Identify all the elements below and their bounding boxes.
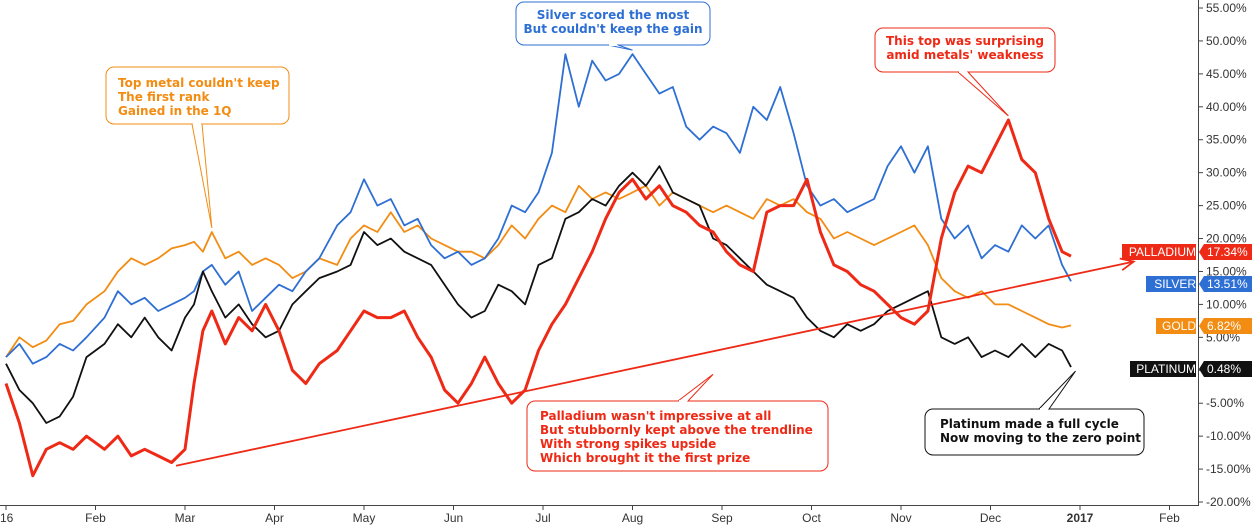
x-tick-label: Oct <box>802 511 821 525</box>
series-line-gold <box>5 184 1072 358</box>
y-tick-label: 30.00% <box>1206 166 1247 180</box>
callout-text-line: Palladium wasn't impressive at all <box>540 409 771 423</box>
x-tick-label: Sep <box>711 511 733 525</box>
series-value-tag-palladium <box>1199 244 1252 260</box>
callout-pointer <box>677 373 714 402</box>
y-tick-label: 40.00% <box>1206 100 1247 114</box>
callout-text-line: The first rank <box>118 90 210 104</box>
series-name-label: PALLADIUM <box>1129 245 1196 259</box>
y-tick-label: 25.00% <box>1206 199 1247 213</box>
callout-text-line: But stubbornly kept above the trendline <box>540 423 813 437</box>
series-value-tag-silver <box>1199 276 1252 292</box>
callout-text-line: Gained in the 1Q <box>118 104 232 118</box>
x-tick-label: 2017 <box>1067 511 1094 525</box>
series-name-label: SILVER <box>1154 277 1196 291</box>
x-tick-label: 16 <box>0 511 14 525</box>
y-tick-label: -20.00% <box>1206 495 1251 509</box>
series-line-palladium <box>4 118 1072 478</box>
series-name-label: GOLD <box>1162 319 1196 333</box>
y-tick-label: -15.00% <box>1206 462 1251 476</box>
y-tick-label: 55.00% <box>1206 1 1247 15</box>
y-tick-label: 10.00% <box>1206 297 1247 311</box>
y-tick-label: -10.00% <box>1206 429 1251 443</box>
callout-text-line: Top metal couldn't keep <box>118 76 280 90</box>
y-tick-label: -5.00% <box>1206 396 1244 410</box>
callout-box-platinum-note <box>924 408 1145 456</box>
y-tick-label: 15.00% <box>1206 264 1247 278</box>
series-value-label: 13.51% <box>1207 277 1248 291</box>
x-tick-label: Nov <box>890 511 911 525</box>
x-tick-label: Dec <box>980 511 1001 525</box>
callout-text-line: Platinum made a full cycle <box>940 417 1119 431</box>
series-value-label: 6.82% <box>1207 319 1241 333</box>
callout-text-line: With strong spikes upside <box>540 437 716 451</box>
x-tick-label: Aug <box>622 511 643 525</box>
x-tick-label: Jun <box>444 511 463 525</box>
series-value-tag-platinum <box>1199 361 1252 377</box>
y-axis: 55.00% 50.00% 45.00% 40.00% 35.00% 30.00% 25.0… <box>1198 1 1251 509</box>
callout-text-line: But couldn't keep the gain <box>524 22 703 36</box>
callout-pointer <box>191 123 213 229</box>
x-tick-label: Feb <box>1159 511 1180 525</box>
series-value-tag-gold <box>1199 318 1252 334</box>
y-tick-label: 20.00% <box>1206 232 1247 246</box>
x-tick-label: Jul <box>535 511 550 525</box>
callout-pointer <box>1038 370 1076 410</box>
series-name-tag-silver <box>1146 276 1196 292</box>
trendline <box>175 260 1134 467</box>
callout-text-line: Now moving to the zero point <box>940 431 1141 445</box>
x-tick-label: Mar <box>175 511 196 525</box>
series-name-label: PLATINUM <box>1136 362 1196 376</box>
callout-text-line: This top was surprising <box>886 34 1044 48</box>
callout-pointer <box>957 71 1009 117</box>
x-tick-label: Feb <box>85 511 106 525</box>
series-name-tag-platinum <box>1130 361 1196 377</box>
x-axis: 16 Feb Mar Apr May Jun Jul Aug Sep Oct Nov Dec 2017 F… <box>0 505 1180 525</box>
callout-box-palladium-note <box>526 400 829 472</box>
y-tick-label: 45.00% <box>1206 67 1247 81</box>
series-name-tag-palladium <box>1122 244 1196 260</box>
callout-text-line: Which brought it the first prize <box>540 451 750 465</box>
series-name-tag-gold <box>1156 318 1196 334</box>
x-tick-label: May <box>353 511 376 525</box>
series-line-silver <box>5 53 1072 365</box>
series-value-label: 0.48% <box>1207 362 1241 376</box>
x-tick-label: Apr <box>265 511 284 525</box>
y-tick-label: 50.00% <box>1206 34 1247 48</box>
y-tick-label: 35.00% <box>1206 133 1247 147</box>
series-layer <box>4 53 1072 478</box>
callout-text-line: amid metals' weakness <box>886 48 1043 62</box>
last-value-tags: GOLD 6.82% SILVER 13.51% PLATINUM 0.48% PALLAD… <box>1122 244 1252 377</box>
callout-text-line: Silver scored the most <box>537 8 690 22</box>
series-line-platinum <box>5 165 1072 424</box>
callout-pointer <box>607 44 633 51</box>
series-value-label: 17.34% <box>1207 245 1248 259</box>
